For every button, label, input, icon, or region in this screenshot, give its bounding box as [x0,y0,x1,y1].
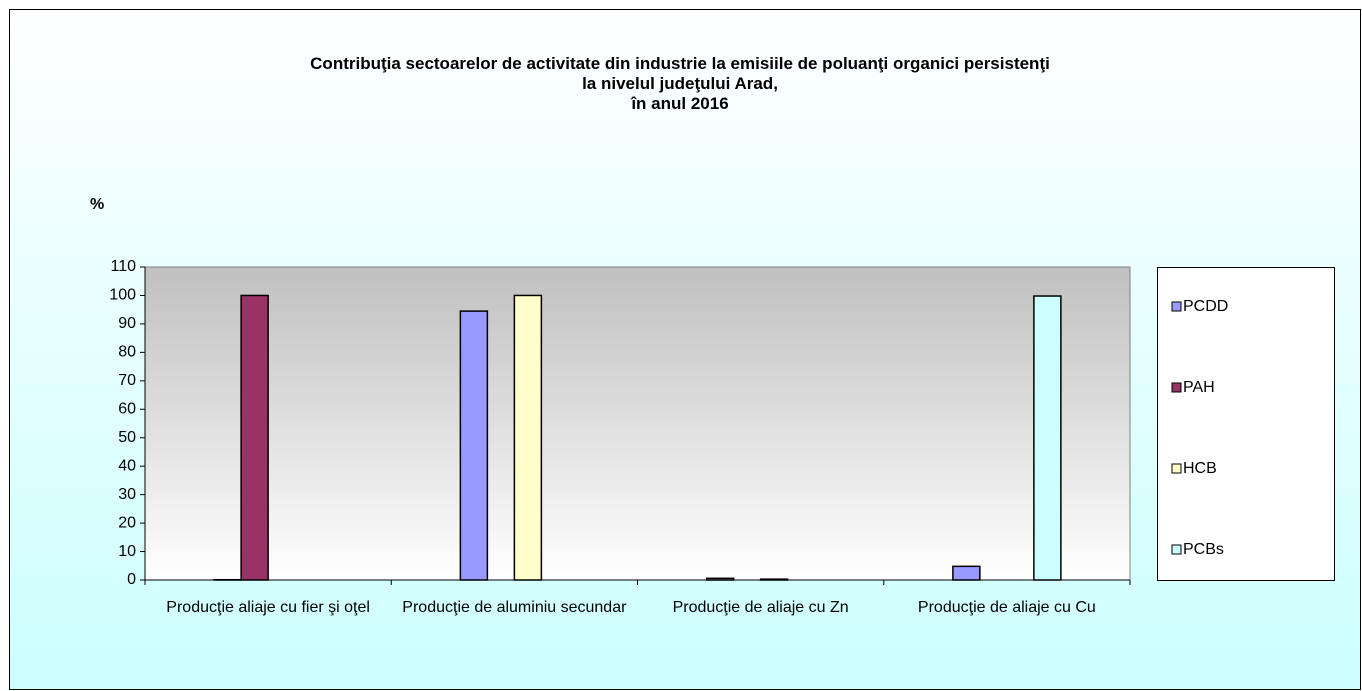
legend-swatch [1171,301,1182,312]
bar [459,310,489,581]
y-tick-label: 100 [109,287,136,304]
y-tick-label: 70 [118,372,136,389]
legend-swatch [1171,463,1182,474]
bar [513,294,543,581]
legend-label: HCB [1183,460,1217,477]
y-axis-label: % [90,196,104,213]
x-tick-label: Producţie de aliaje cu Cu [917,599,1096,616]
x-tick-label: Producţie de aliaje cu Zn [672,599,849,616]
y-tick-label: 0 [127,571,136,588]
y-tick-label: 60 [118,400,136,417]
legend-box [1157,267,1335,581]
chart-title: Contribuţia sectoarelor de activitate di… [310,54,1050,113]
bar [1033,295,1062,581]
bar [240,294,269,581]
legend-swatch [1171,544,1182,555]
y-tick-label: 80 [118,344,136,361]
legend-swatch [1171,382,1182,393]
y-tick-label: 90 [118,315,136,332]
y-tick-label: 110 [110,258,136,275]
y-tick-label: 20 [118,514,136,531]
legend-label: PAH [1183,379,1215,396]
y-tick-label: 40 [118,457,136,474]
x-tick-label: Producţie de aluminiu secundar [402,599,627,616]
y-tick-label: 50 [118,429,136,446]
legend-label: PCDD [1183,298,1228,315]
bar [952,565,981,581]
legend-label: PCBs [1183,541,1224,558]
plot-area [144,266,1131,581]
y-tick-label: 30 [118,486,136,503]
x-tick-label: Producţie aliaje cu fier şi oţel [166,599,370,616]
y-tick-label: 10 [118,543,136,560]
